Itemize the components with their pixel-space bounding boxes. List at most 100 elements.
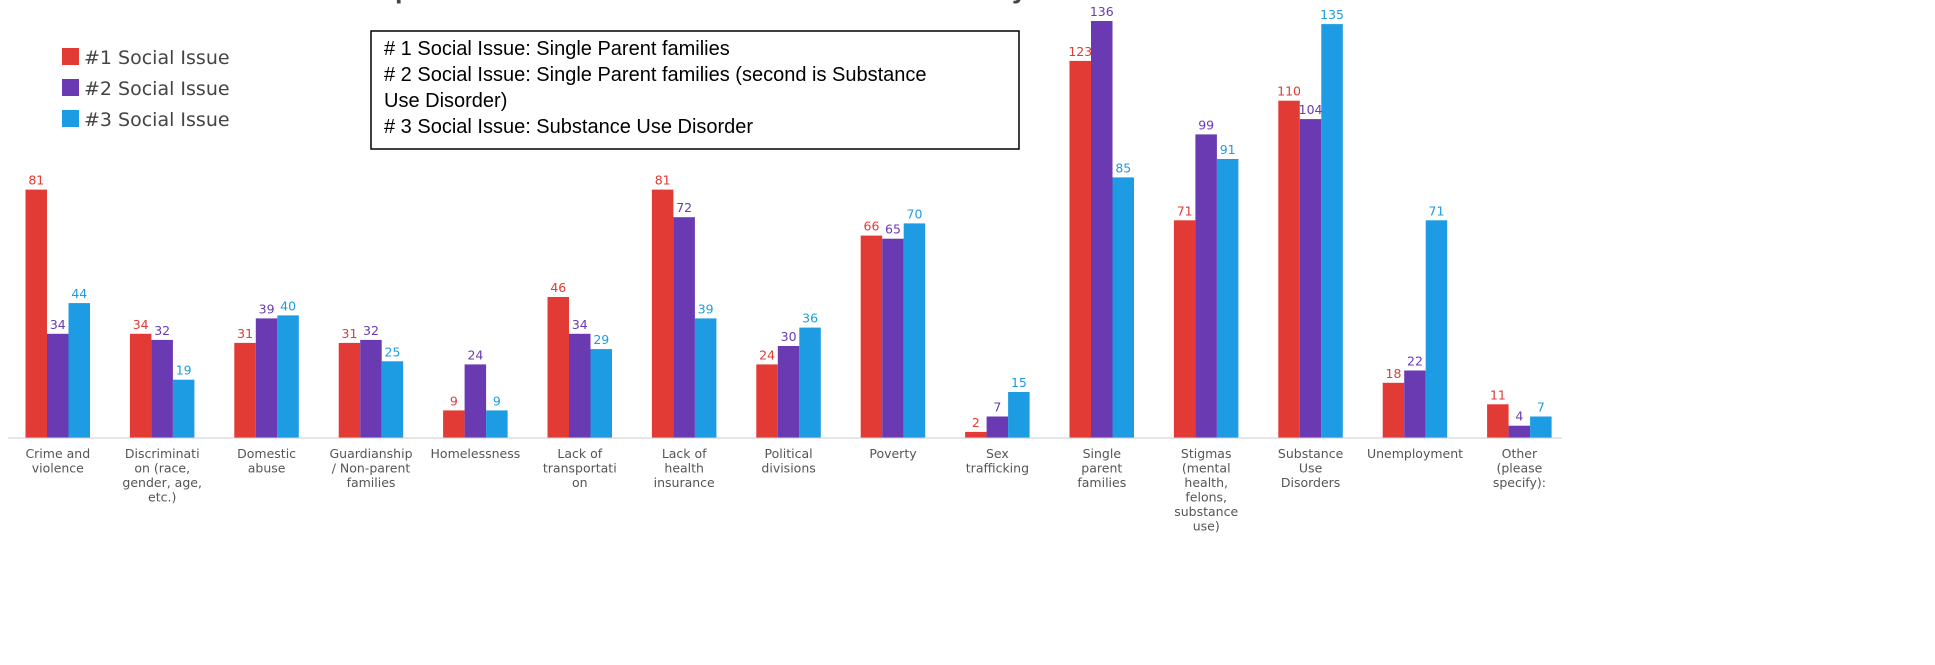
value-label-series-1-cat-6: 46 [550, 280, 566, 295]
category-label-9: Poverty [869, 446, 917, 461]
category-label-2: Discriminati on (race, gender, age, etc.) [122, 446, 202, 505]
bar-series-3-cat-1 [68, 303, 90, 438]
bar-series-3-cat-4 [381, 361, 404, 438]
value-label-series-3-cat-12: 91 [1220, 142, 1236, 157]
legend-label-series-3: #3 Social Issue [84, 109, 230, 131]
bar-series-2-cat-1 [47, 333, 69, 439]
bar-series-2-cat-4 [360, 339, 382, 438]
annotation-box: # 1 Social Issue: Single Parent families… [370, 30, 1020, 150]
bar-series-3-cat-6 [590, 349, 612, 438]
bar-series-1-cat-15 [1487, 404, 1509, 438]
bar-series-1-cat-11 [1069, 60, 1091, 439]
bar-series-3-cat-8 [799, 327, 821, 438]
value-label-series-1-cat-7: 81 [655, 173, 671, 188]
annotation-line-1: # 1 Social Issue: Single Parent families [384, 38, 730, 60]
value-label-series-2-cat-13: 104 [1299, 102, 1323, 117]
category-label-1: Crime and violence [25, 446, 90, 476]
value-label-series-2-cat-15: 4 [1515, 409, 1523, 424]
bar-series-2-cat-9 [882, 238, 904, 438]
annotation-border [370, 30, 1020, 150]
category-label-11: Single parent families [1077, 446, 1126, 490]
value-label-series-3-cat-3: 40 [280, 298, 296, 313]
bar-series-3-cat-15 [1530, 416, 1552, 438]
bar-series-2-cat-14 [1404, 370, 1426, 438]
value-label-series-3-cat-9: 70 [907, 206, 923, 221]
value-label-series-2-cat-1: 34 [50, 317, 66, 332]
value-label-series-2-cat-10: 7 [993, 400, 1001, 415]
chart-title-fragment-end: y [1012, 0, 1027, 4]
annotation-line-4: # 3 Social Issue: Substance Use Disorder [384, 116, 753, 138]
category-label-12: Stigmas (mental health, felons, substance use… [1174, 446, 1238, 534]
bar-series-2-cat-13 [1299, 119, 1322, 438]
bar-series-2-cat-12 [1195, 134, 1217, 438]
annotation-line-2: # 2 Social Issue: Single Parent families… [384, 64, 927, 86]
value-label-series-2-cat-3: 39 [259, 301, 275, 316]
legend-label-series-2: #2 Social Issue [84, 78, 230, 100]
value-label-series-3-cat-15: 7 [1537, 400, 1545, 415]
value-label-series-2-cat-14: 22 [1407, 354, 1423, 369]
value-label-series-1-cat-5: 9 [450, 393, 458, 408]
value-label-series-3-cat-14: 71 [1429, 203, 1445, 218]
value-label-series-3-cat-6: 29 [593, 332, 609, 347]
value-label-series-2-cat-11: 136 [1090, 4, 1114, 19]
value-label-series-1-cat-14: 18 [1386, 366, 1402, 381]
legend-label-series-1: #1 Social Issue [84, 47, 230, 69]
value-label-series-1-cat-12: 71 [1177, 203, 1193, 218]
bar-series-1-cat-1 [25, 189, 47, 438]
bar-series-1-cat-9 [860, 235, 883, 438]
value-label-series-2-cat-4: 32 [363, 323, 379, 338]
value-label-series-2-cat-12: 99 [1198, 117, 1214, 132]
category-labels-layer: Crime and violence Discriminati on (race, ge… [25, 446, 1546, 534]
bar-series-2-cat-6 [569, 333, 591, 439]
bar-series-2-cat-3 [255, 318, 278, 438]
bar-series-2-cat-10 [986, 416, 1009, 438]
value-label-series-1-cat-9: 66 [864, 219, 880, 234]
bar-series-2-cat-2 [151, 339, 173, 438]
bar-series-1-cat-13 [1278, 100, 1300, 438]
category-label-7: Lack of health insurance [654, 446, 715, 490]
bar-series-1-cat-5 [443, 410, 465, 438]
bar-series-3-cat-2 [172, 379, 195, 438]
bar-series-3-cat-9 [903, 223, 926, 438]
legend-swatch-series-2 [62, 79, 79, 96]
bar-series-1-cat-7 [651, 189, 674, 438]
legend-item-series-3: #3 Social Issue [62, 109, 230, 131]
value-label-series-2-cat-5: 24 [467, 347, 483, 362]
legend-item-series-2: #2 Social Issue [62, 78, 230, 100]
legend-item-series-1: #1 Social Issue [62, 47, 230, 69]
value-label-series-1-cat-15: 11 [1490, 387, 1506, 402]
bar-series-3-cat-11 [1112, 177, 1134, 438]
bar-series-2-cat-15 [1508, 425, 1531, 438]
legend-swatch-series-3 [62, 110, 79, 127]
bar-series-2-cat-5 [464, 364, 487, 438]
legend-swatch-series-1 [62, 48, 79, 65]
value-label-series-3-cat-4: 25 [385, 344, 401, 359]
chart-title-fragment: p [395, 0, 412, 4]
value-label-series-3-cat-13: 135 [1320, 7, 1344, 22]
bar-series-1-cat-8 [756, 364, 778, 438]
value-label-series-2-cat-2: 32 [154, 323, 170, 338]
bar-series-1-cat-4 [338, 342, 361, 438]
value-label-series-2-cat-7: 72 [676, 200, 692, 215]
category-label-15: Other (please specify): [1493, 446, 1546, 490]
category-label-5: Homelessness [431, 446, 521, 461]
value-label-series-3-cat-2: 19 [176, 363, 192, 378]
category-label-4: Guardianship / Non-parent families [329, 446, 412, 490]
value-label-series-1-cat-11: 123 [1068, 44, 1092, 59]
value-label-series-3-cat-1: 44 [71, 286, 87, 301]
bar-series-3-cat-12 [1216, 159, 1239, 438]
bar-series-1-cat-6 [547, 297, 569, 438]
value-label-series-1-cat-2: 34 [133, 317, 149, 332]
category-label-13: Substance Use Disorders [1278, 446, 1344, 490]
bar-series-3-cat-7 [694, 318, 717, 438]
bar-series-1-cat-3 [234, 342, 256, 438]
bars-layer [25, 21, 1552, 439]
bar-series-2-cat-7 [673, 217, 695, 438]
chart-legend: #1 Social Issue #2 Social Issue #3 Socia… [62, 47, 230, 131]
value-label-series-3-cat-10: 15 [1011, 375, 1027, 390]
category-label-8: Political divisions [761, 446, 815, 476]
category-label-14: Unemployment [1367, 446, 1463, 461]
bar-series-1-cat-10 [965, 431, 987, 438]
